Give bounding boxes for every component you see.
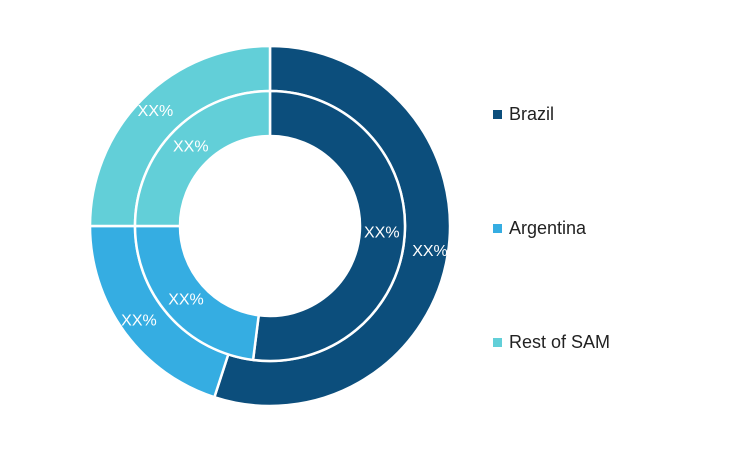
inner-ring-label-argentina: XX% [168, 292, 204, 309]
legend-label-argentina: Argentina [509, 218, 587, 238]
inner-ring-slice-brazil [251, 89, 407, 363]
legend-item-rest-of-sam: Rest of SAM [493, 332, 610, 353]
legend-label-brazil: Brazil [509, 104, 555, 124]
inner-ring-slice-rest-of-sam [133, 89, 272, 228]
legend-swatch-rest-of-sam [493, 338, 502, 347]
outer-ring-label-brazil: XX% [412, 243, 448, 260]
legend: Brazil Argentina Rest of SAM [493, 0, 733, 451]
legend-item-argentina: Argentina [493, 218, 586, 239]
legend-item-brazil: Brazil [493, 104, 554, 125]
outer-ring-label-rest-of-sam: XX% [138, 103, 174, 120]
legend-swatch-brazil [493, 110, 502, 119]
legend-swatch-argentina [493, 224, 502, 233]
inner-ring-label-rest-of-sam: XX% [173, 138, 209, 155]
outer-ring-label-argentina: XX% [121, 313, 157, 330]
inner-ring-label-brazil: XX% [364, 225, 400, 242]
legend-label-rest-of-sam: Rest of SAM [509, 332, 611, 352]
